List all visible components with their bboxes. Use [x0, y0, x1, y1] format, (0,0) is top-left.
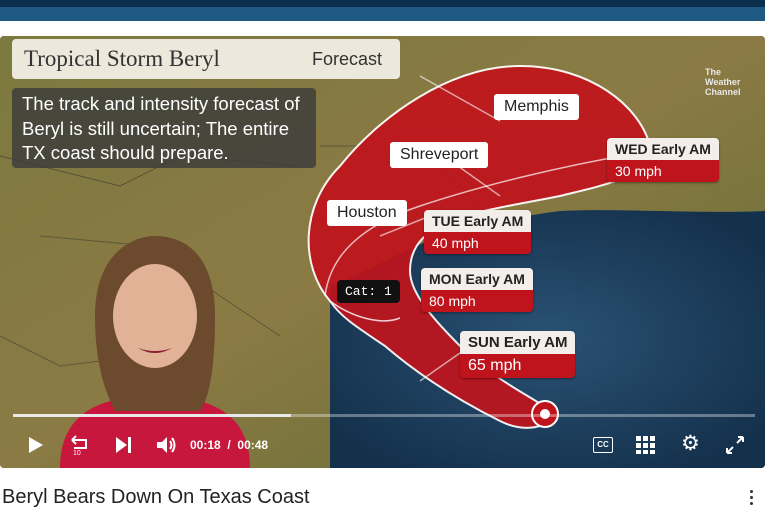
more-options-icon[interactable]: [747, 490, 755, 510]
time-display: 00:18 / 00:48: [190, 438, 268, 452]
hurricane-symbol: [531, 400, 559, 428]
volume-icon[interactable]: [156, 435, 178, 455]
forecast-speed: 80 mph: [421, 290, 533, 312]
forecast-note-text: The track and intensity forecast of Bery…: [22, 93, 300, 163]
forecast-label-tue: TUE Early AM 40 mph: [424, 210, 532, 254]
forecast-speed: 30 mph: [607, 160, 719, 182]
progress-fill: [13, 414, 292, 417]
fullscreen-icon[interactable]: [726, 436, 744, 454]
title-card-title: Tropical Storm Beryl: [24, 46, 220, 71]
forecast-time: TUE Early AM: [424, 210, 532, 232]
forecast-time: MON Early AM: [421, 268, 533, 290]
replay-10-icon[interactable]: 10: [68, 434, 90, 456]
forecast-time: WED Early AM: [607, 138, 719, 160]
next-icon[interactable]: [115, 436, 133, 454]
top-header-band: [0, 7, 765, 21]
svg-text:10: 10: [73, 450, 81, 456]
time-separator: /: [227, 438, 231, 452]
top-header-bar: [0, 0, 765, 7]
title-card: Tropical Storm Beryl Forecast: [12, 39, 400, 79]
forecast-label-sun: SUN Early AM 65 mph: [460, 331, 576, 378]
grid-icon[interactable]: [636, 436, 656, 454]
title-card-tag: Forecast: [311, 49, 382, 69]
forecast-time: SUN Early AM: [460, 331, 576, 354]
video-title: Beryl Bears Down On Texas Coast: [2, 486, 310, 508]
settings-icon[interactable]: ⚙: [681, 432, 700, 455]
weather-channel-logo: The Weather Channel: [705, 67, 741, 97]
forecast-label-mon: MON Early AM 80 mph: [421, 268, 533, 312]
captions-icon[interactable]: CC: [593, 437, 613, 453]
city-label-shreveport: Shreveport: [390, 142, 489, 168]
forecast-speed: 65 mph: [460, 354, 576, 378]
play-icon[interactable]: [28, 436, 44, 454]
video-player[interactable]: Tropical Storm Beryl Forecast The track …: [0, 36, 765, 468]
forecast-label-wed: WED Early AM 30 mph: [607, 138, 719, 182]
current-time: 00:18: [190, 438, 221, 452]
city-label-memphis: Memphis: [494, 94, 579, 120]
player-controls: 10 00:18 / 00:48 CC ⚙: [0, 424, 765, 468]
duration: 00:48: [237, 438, 269, 452]
forecast-note: The track and intensity forecast of Bery…: [12, 88, 316, 168]
city-label-houston: Houston: [327, 200, 407, 226]
progress-bar[interactable]: [13, 414, 755, 417]
forecast-speed: 40 mph: [424, 232, 532, 254]
category-label: Cat: 1: [337, 280, 400, 303]
